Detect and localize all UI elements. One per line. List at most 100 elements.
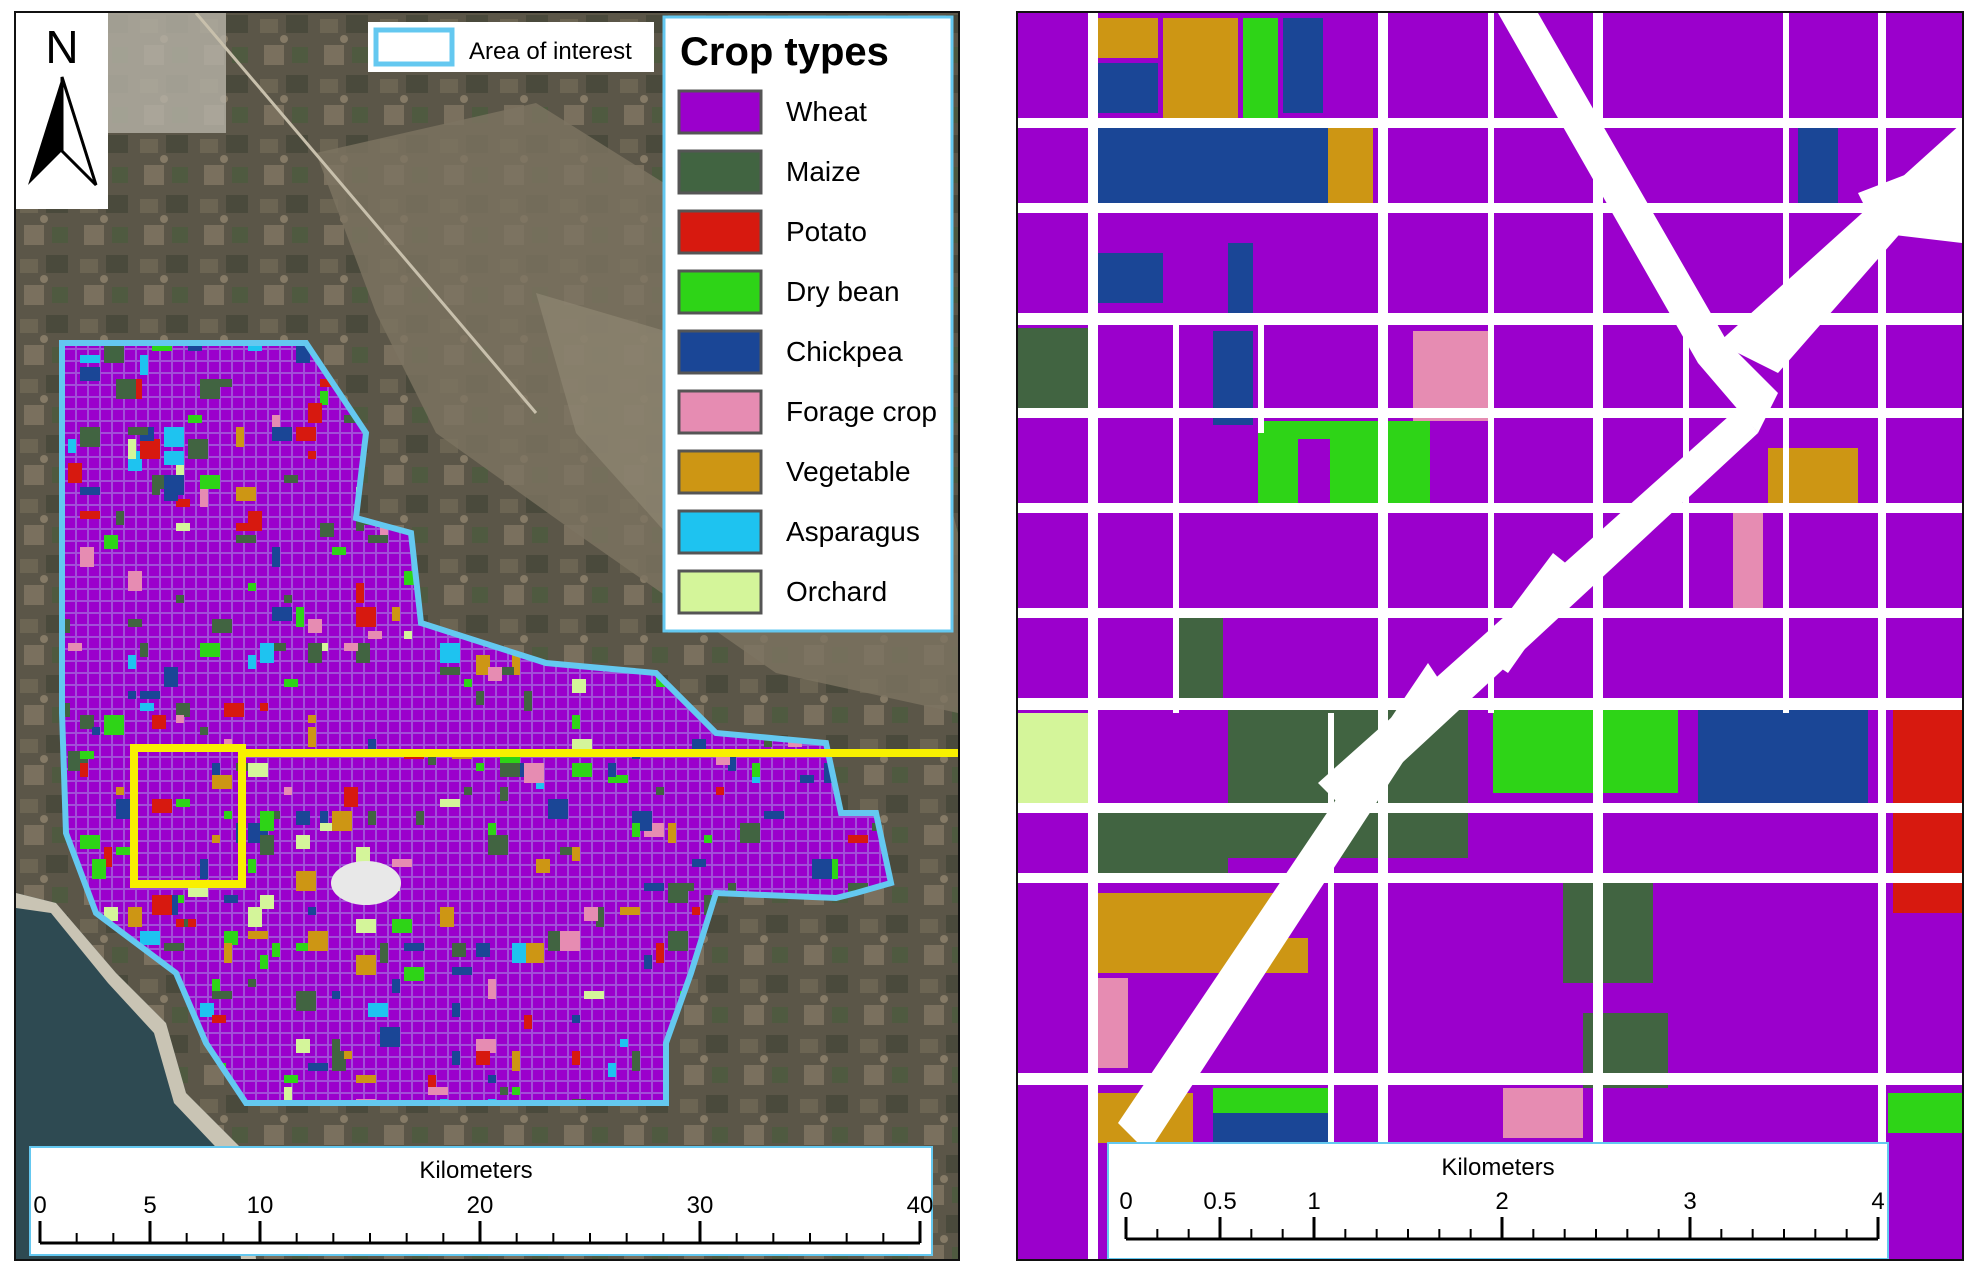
crop-patch xyxy=(272,607,292,621)
crop-patch xyxy=(248,931,268,939)
crop-patch xyxy=(764,811,784,819)
field-parcel xyxy=(1733,513,1763,608)
crop-patch xyxy=(296,991,316,1011)
crop-patch xyxy=(704,835,712,843)
crop-patch xyxy=(644,883,664,891)
crop-patch xyxy=(404,631,412,639)
crop-patch xyxy=(236,535,256,543)
crop-patch xyxy=(656,787,664,795)
crop-patch xyxy=(80,547,94,567)
crop-patch xyxy=(140,439,160,459)
field-parcel xyxy=(1893,803,1962,913)
crop-patch xyxy=(212,835,220,843)
crop-patch xyxy=(572,715,580,729)
zoomed-map-panel: Kilometers 0 0.5 1 2 3 4 xyxy=(1016,11,1964,1261)
crop-patch xyxy=(62,619,70,633)
crop-patch xyxy=(692,859,706,867)
field-parcel xyxy=(1258,421,1333,439)
crop-patch xyxy=(128,691,136,699)
crop-patch xyxy=(140,703,154,711)
scalebar-tick-label: 3 xyxy=(1683,1188,1696,1215)
legend-item-label: Potato xyxy=(786,216,867,247)
legend-item-label: Vegetable xyxy=(786,456,911,487)
crop-patch xyxy=(320,523,334,537)
crop-patch xyxy=(812,859,832,879)
crop-patch xyxy=(116,511,124,525)
field-parcel xyxy=(1093,893,1278,938)
road xyxy=(1173,313,1179,713)
crop-patch xyxy=(236,523,250,531)
road xyxy=(1593,13,1603,1259)
field-parcel xyxy=(1018,713,1088,803)
road xyxy=(1488,13,1494,713)
area-of-interest-boundary xyxy=(59,340,895,1106)
crop-patch xyxy=(272,943,280,957)
crop-patch xyxy=(176,499,190,507)
field-parcel xyxy=(1328,123,1373,203)
crop-patch xyxy=(332,1039,340,1053)
crop-patch xyxy=(224,931,238,945)
crop-patch xyxy=(104,847,112,867)
crop-patch xyxy=(368,535,388,543)
crop-patch xyxy=(272,811,280,819)
crop-patch xyxy=(668,931,688,951)
crop-patch xyxy=(296,1039,310,1053)
crop-patch xyxy=(512,655,520,675)
crop-patch xyxy=(488,835,508,855)
crop-patch xyxy=(632,823,640,837)
field-parcel xyxy=(1798,118,1838,213)
crop-patch xyxy=(752,763,760,777)
crop-patch xyxy=(308,727,316,747)
crop-patch xyxy=(152,895,172,915)
crop-patch xyxy=(584,991,604,999)
crop-patch xyxy=(164,943,184,951)
crop-patch xyxy=(92,859,106,879)
road xyxy=(1878,13,1886,1259)
crop-patch xyxy=(512,1087,520,1095)
crop-patch xyxy=(584,907,598,921)
crop-patch xyxy=(392,607,400,621)
crop-patch xyxy=(356,583,364,603)
crop-patch xyxy=(128,619,142,627)
crop-patch xyxy=(80,715,94,729)
legend-item-label: Dry bean xyxy=(786,276,900,307)
crop-patch xyxy=(308,451,316,459)
crop-patch xyxy=(164,475,184,495)
north-letter: N xyxy=(45,21,78,73)
crop-patch xyxy=(212,979,220,999)
crop-patch xyxy=(320,643,328,651)
crop-patch xyxy=(80,427,100,447)
crop-patch xyxy=(284,595,292,603)
crop-patch xyxy=(224,943,232,963)
crop-patch xyxy=(104,715,124,735)
crop-patch xyxy=(176,799,190,807)
field-parcel xyxy=(1768,448,1858,508)
legend-item-label: Maize xyxy=(786,156,861,187)
scalebar-tick-label: 20 xyxy=(467,1192,494,1219)
crop-patch xyxy=(248,979,256,987)
crop-patch xyxy=(188,919,196,927)
scalebar-tick-label: 4 xyxy=(1871,1188,1884,1215)
crop-patch xyxy=(284,679,298,687)
crop-patch xyxy=(176,463,184,477)
scalebar-tick-label: 2 xyxy=(1495,1188,1508,1215)
crop-patch xyxy=(356,1075,376,1083)
crop-patch xyxy=(608,763,616,777)
crop-patch xyxy=(560,931,580,951)
field-parcel xyxy=(1258,439,1298,505)
crop-patch xyxy=(440,643,460,663)
crop-patch xyxy=(272,415,280,435)
crop-patch xyxy=(320,811,328,825)
crop-patch xyxy=(248,763,268,777)
road xyxy=(1018,873,1962,883)
crop-patch xyxy=(728,883,736,897)
crop-patch xyxy=(296,427,316,441)
field-parcel xyxy=(1093,18,1158,58)
crop-patch xyxy=(344,643,358,651)
crop-patch xyxy=(452,1051,460,1065)
field-parcel xyxy=(1213,1113,1328,1143)
crop-patch xyxy=(200,475,220,489)
crop-patch xyxy=(392,919,412,933)
field-parcel xyxy=(1093,63,1158,113)
crop-patch xyxy=(80,835,100,849)
